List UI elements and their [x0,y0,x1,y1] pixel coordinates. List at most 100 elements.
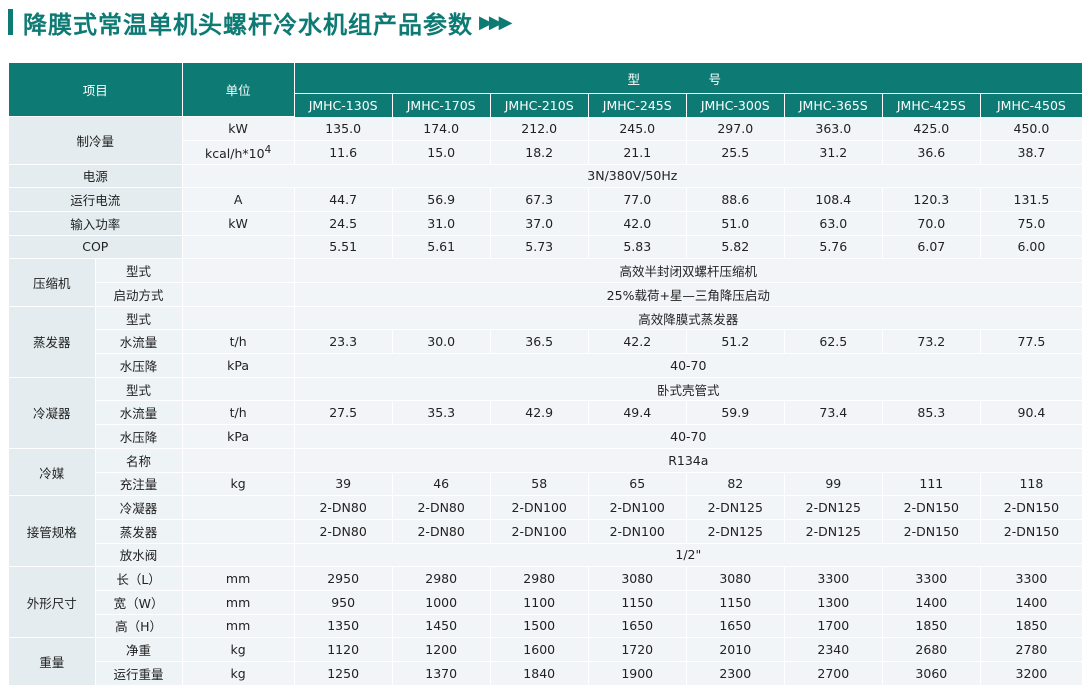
unit-cell: kPa [182,424,295,449]
table-row: 制冷量 kW 135.0 174.0 212.0 245.0 297.0 363.0 425.0… [9,116,1084,165]
table-row: 冷凝器 型式 卧式壳管式 [9,377,1084,449]
value-cell: 73.4 [784,400,883,426]
value-cell: 51.2 [686,329,785,355]
value-cell: 2340 [784,637,883,662]
value-cell: 111 [882,472,981,497]
value-cell: 2-DN100 [588,495,687,520]
table-row: 宽（W） mm 950 1000 1100 1150 1150 1300 1400 1400 [9,590,1084,615]
sub-label-cell: 充注量 [95,472,183,497]
value-cell: 2980 [490,566,589,591]
sub-label-cell: 水流量 [95,400,183,426]
value-cell: 174.0 [392,116,491,141]
value-cell: 27.5 [294,400,393,426]
model-header-cell: JMHC-245S [588,93,687,117]
value-cell: 5.83 [588,235,687,260]
table-row: 水压降 kPa 40-70 [9,424,1084,449]
value-cell: 65 [588,472,687,497]
value-cell: 2-DN80 [392,519,491,544]
value-cell: 5.61 [392,235,491,260]
value-cell: 11.6 [294,140,393,165]
value-cell: 2-DN125 [784,495,883,520]
value-cell: 1200 [392,637,491,662]
model-header-cell: JMHC-450S [980,93,1084,117]
value-cell: 36.6 [882,140,981,165]
value-cell: 2-DN80 [294,519,393,544]
value-cell: 1300 [784,590,883,615]
table-row: 压缩机 型式 高效半封闭双螺杆压缩机 [9,258,1084,307]
value-cell: 131.5 [980,187,1084,212]
table-row: 重量 净重 kg 1120 1200 1600 1720 2010 2340 2680 2780 [9,637,1084,686]
row-label-power-supply: 电源 [9,164,183,189]
unit-cell: kg [182,472,295,497]
model-header-cell: JMHC-425S [882,93,981,117]
value-cell: 75.0 [980,211,1084,236]
merged-value-cell: 高效半封闭双螺杆压缩机 [294,258,1084,283]
value-cell: 82 [686,472,785,497]
value-cell: 2010 [686,637,785,662]
model-header-cell: JMHC-170S [392,93,491,117]
value-cell: 1150 [686,590,785,615]
row-label-cop: COP [9,235,183,260]
unit-cell [182,495,295,520]
value-cell: 2-DN80 [392,495,491,520]
value-cell: 297.0 [686,116,785,141]
value-cell: 70.0 [882,211,981,236]
value-cell: 3300 [882,566,981,591]
row-label-dimensions: 外形尺寸 [9,566,96,639]
sub-label-cell: 水压降 [95,353,183,378]
value-cell: 1400 [882,590,981,615]
value-cell: 2950 [294,566,393,591]
sub-label-cell: 启动方式 [95,282,183,307]
value-cell: 21.1 [588,140,687,165]
row-label-condenser: 冷凝器 [9,377,96,449]
unit-cell [182,258,295,283]
row-label-current: 运行电流 [9,187,183,212]
merged-value-cell: 高效降膜式蒸发器 [294,306,1084,331]
value-cell: 2-DN125 [784,519,883,544]
header-item: 项目 [9,63,183,118]
value-cell: 118 [980,472,1084,497]
unit-cell-kcal: kcal/h*104 [182,140,295,165]
value-cell: 5.73 [490,235,589,260]
unit-cell: kW [182,116,295,141]
value-cell: 1720 [588,637,687,662]
unit-cell [182,543,295,568]
value-cell: 62.5 [784,329,883,355]
value-cell: 2-DN100 [490,519,589,544]
row-label-cooling: 制冷量 [9,116,183,165]
sub-label-cell: 名称 [95,448,183,473]
value-cell: 42.9 [490,400,589,426]
table-row: 充注量 kg 39 46 58 65 82 99 111 118 [9,472,1084,497]
sub-label-cell: 高（H） [95,614,183,639]
value-cell: 5.76 [784,235,883,260]
table-row: 电源 3N/380V/50Hz [9,164,1084,189]
value-cell: 1100 [490,590,589,615]
value-cell: 37.0 [490,211,589,236]
value-cell: 2-DN100 [490,495,589,520]
unit-cell: t/h [182,329,295,355]
merged-value-cell: 3N/380V/50Hz [182,164,1084,189]
table-row: 水流量 t/h 27.5 35.3 42.9 49.4 59.9 73.4 85.3 90.4 [9,400,1084,426]
spec-table-body: 制冷量 kW 135.0 174.0 212.0 245.0 297.0 363.0 425.0… [9,116,1084,686]
value-cell: 23.3 [294,329,393,355]
value-cell: 77.5 [980,329,1084,355]
value-cell: 88.6 [686,187,785,212]
unit-cell [182,519,295,544]
value-cell: 1850 [980,614,1084,639]
value-cell: 63.0 [784,211,883,236]
header-unit: 单位 [182,63,295,118]
value-cell: 2-DN150 [980,495,1084,520]
value-cell: 135.0 [294,116,393,141]
unit-cell [182,282,295,307]
unit-cell: mm [182,614,295,639]
value-cell: 2-DN125 [686,519,785,544]
table-row: kcal/h*104 11.6 15.0 18.2 21.1 25.5 31.2 36.6 38… [9,140,1084,165]
value-cell: 44.7 [294,187,393,212]
value-cell: 2980 [392,566,491,591]
value-cell: 56.9 [392,187,491,212]
merged-value-cell: 40-70 [294,353,1084,378]
sub-label-cell: 放水阀 [95,543,183,568]
value-cell: 2-DN150 [882,495,981,520]
value-cell: 59.9 [686,400,785,426]
table-row: 高（H） mm 1350 1450 1500 1650 1650 1700 1850 1850 [9,614,1084,639]
